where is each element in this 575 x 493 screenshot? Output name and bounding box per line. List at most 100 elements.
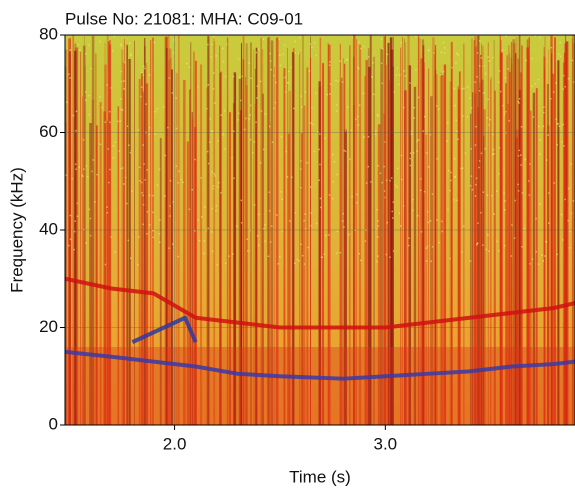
y-tick-label: 80 — [39, 24, 58, 43]
texture-stripe — [373, 56, 375, 425]
texture-stripe — [342, 57, 344, 425]
texture-speck — [518, 102, 520, 104]
texture-speck — [413, 106, 416, 109]
texture-speck — [158, 168, 161, 170]
texture-speck — [504, 200, 506, 202]
texture-speck — [323, 253, 326, 255]
texture-speck — [130, 54, 132, 57]
texture-speck — [151, 194, 154, 197]
texture-stripe — [425, 134, 428, 425]
texture-speck — [68, 73, 70, 75]
texture-speck — [300, 95, 302, 97]
texture-speck — [358, 252, 360, 255]
texture-speck — [412, 152, 415, 154]
texture-speck — [211, 207, 213, 210]
texture-speck — [75, 130, 77, 132]
texture-speck — [198, 239, 201, 242]
texture-stripe — [82, 45, 86, 425]
texture-stripe — [506, 55, 509, 425]
texture-speck — [90, 67, 93, 70]
texture-speck — [439, 74, 442, 76]
texture-speck — [123, 80, 125, 82]
texture-stripe — [240, 43, 242, 425]
texture-stripe — [298, 52, 301, 425]
texture-speck — [567, 77, 570, 80]
texture-speck — [270, 60, 272, 62]
texture-speck — [294, 52, 296, 54]
texture-speck — [83, 228, 85, 231]
texture-speck — [284, 91, 287, 93]
texture-speck — [367, 135, 370, 138]
texture-speck — [220, 191, 222, 194]
texture-speck — [144, 179, 146, 181]
texture-speck — [358, 104, 361, 106]
texture-stripe — [103, 111, 107, 425]
texture-speck — [148, 74, 151, 76]
texture-speck — [211, 250, 214, 252]
texture — [65, 35, 575, 425]
texture-stripe — [552, 73, 555, 425]
texture-speck — [339, 60, 342, 63]
texture-speck — [188, 66, 191, 69]
texture-speck — [408, 237, 410, 239]
texture-speck — [117, 120, 119, 123]
texture-speck — [123, 61, 126, 64]
texture-speck — [453, 199, 455, 201]
texture-speck — [372, 61, 374, 64]
texture-stripe — [390, 49, 394, 425]
texture-speck — [535, 250, 538, 253]
texture-speck — [284, 76, 286, 79]
texture-speck — [478, 64, 481, 67]
texture-speck — [453, 157, 456, 160]
texture-speck — [94, 201, 96, 203]
texture-speck — [535, 217, 537, 220]
texture-stripe — [183, 80, 186, 425]
texture-speck — [151, 229, 154, 232]
texture-stripe — [175, 72, 178, 425]
texture-speck — [470, 107, 473, 109]
texture-speck — [256, 235, 259, 237]
texture-speck — [253, 141, 256, 143]
texture-speck — [475, 183, 477, 186]
texture-stripe — [170, 57, 172, 425]
texture-speck — [209, 141, 211, 143]
texture-speck — [255, 121, 257, 123]
texture-stripe — [270, 121, 271, 425]
texture-speck — [504, 209, 506, 211]
texture-speck — [474, 144, 477, 146]
texture-speck — [65, 174, 67, 176]
texture-speck — [222, 132, 225, 134]
texture-stripe — [195, 60, 197, 425]
texture-speck — [258, 213, 260, 216]
texture-stripe — [242, 36, 245, 425]
texture-speck — [548, 192, 550, 194]
texture-stripe — [472, 92, 474, 425]
texture-stripe — [99, 102, 102, 425]
texture-speck — [223, 110, 226, 112]
texture-speck — [69, 238, 72, 241]
texture-speck — [511, 224, 513, 226]
texture-speck — [416, 215, 419, 217]
texture-speck — [210, 56, 212, 58]
texture-speck — [129, 257, 132, 259]
texture-speck — [478, 160, 481, 162]
y-tick-label: 0 — [49, 414, 58, 433]
texture-speck — [146, 169, 148, 171]
texture-speck — [469, 184, 472, 187]
texture-speck — [68, 244, 70, 247]
texture-speck — [273, 107, 275, 110]
texture-stripe — [164, 36, 168, 425]
texture-stripe — [388, 80, 391, 425]
texture-stripe — [483, 135, 485, 425]
texture-speck — [461, 167, 464, 169]
texture-stripe — [505, 83, 507, 425]
texture-speck — [129, 42, 131, 44]
texture-speck — [171, 243, 174, 245]
texture-speck — [180, 178, 183, 181]
texture-stripe — [145, 83, 149, 425]
texture-stripe — [226, 37, 229, 425]
texture-speck — [149, 224, 151, 226]
texture-speck — [152, 236, 154, 238]
mode-trace — [65, 276, 575, 330]
texture-stripe — [291, 52, 295, 425]
